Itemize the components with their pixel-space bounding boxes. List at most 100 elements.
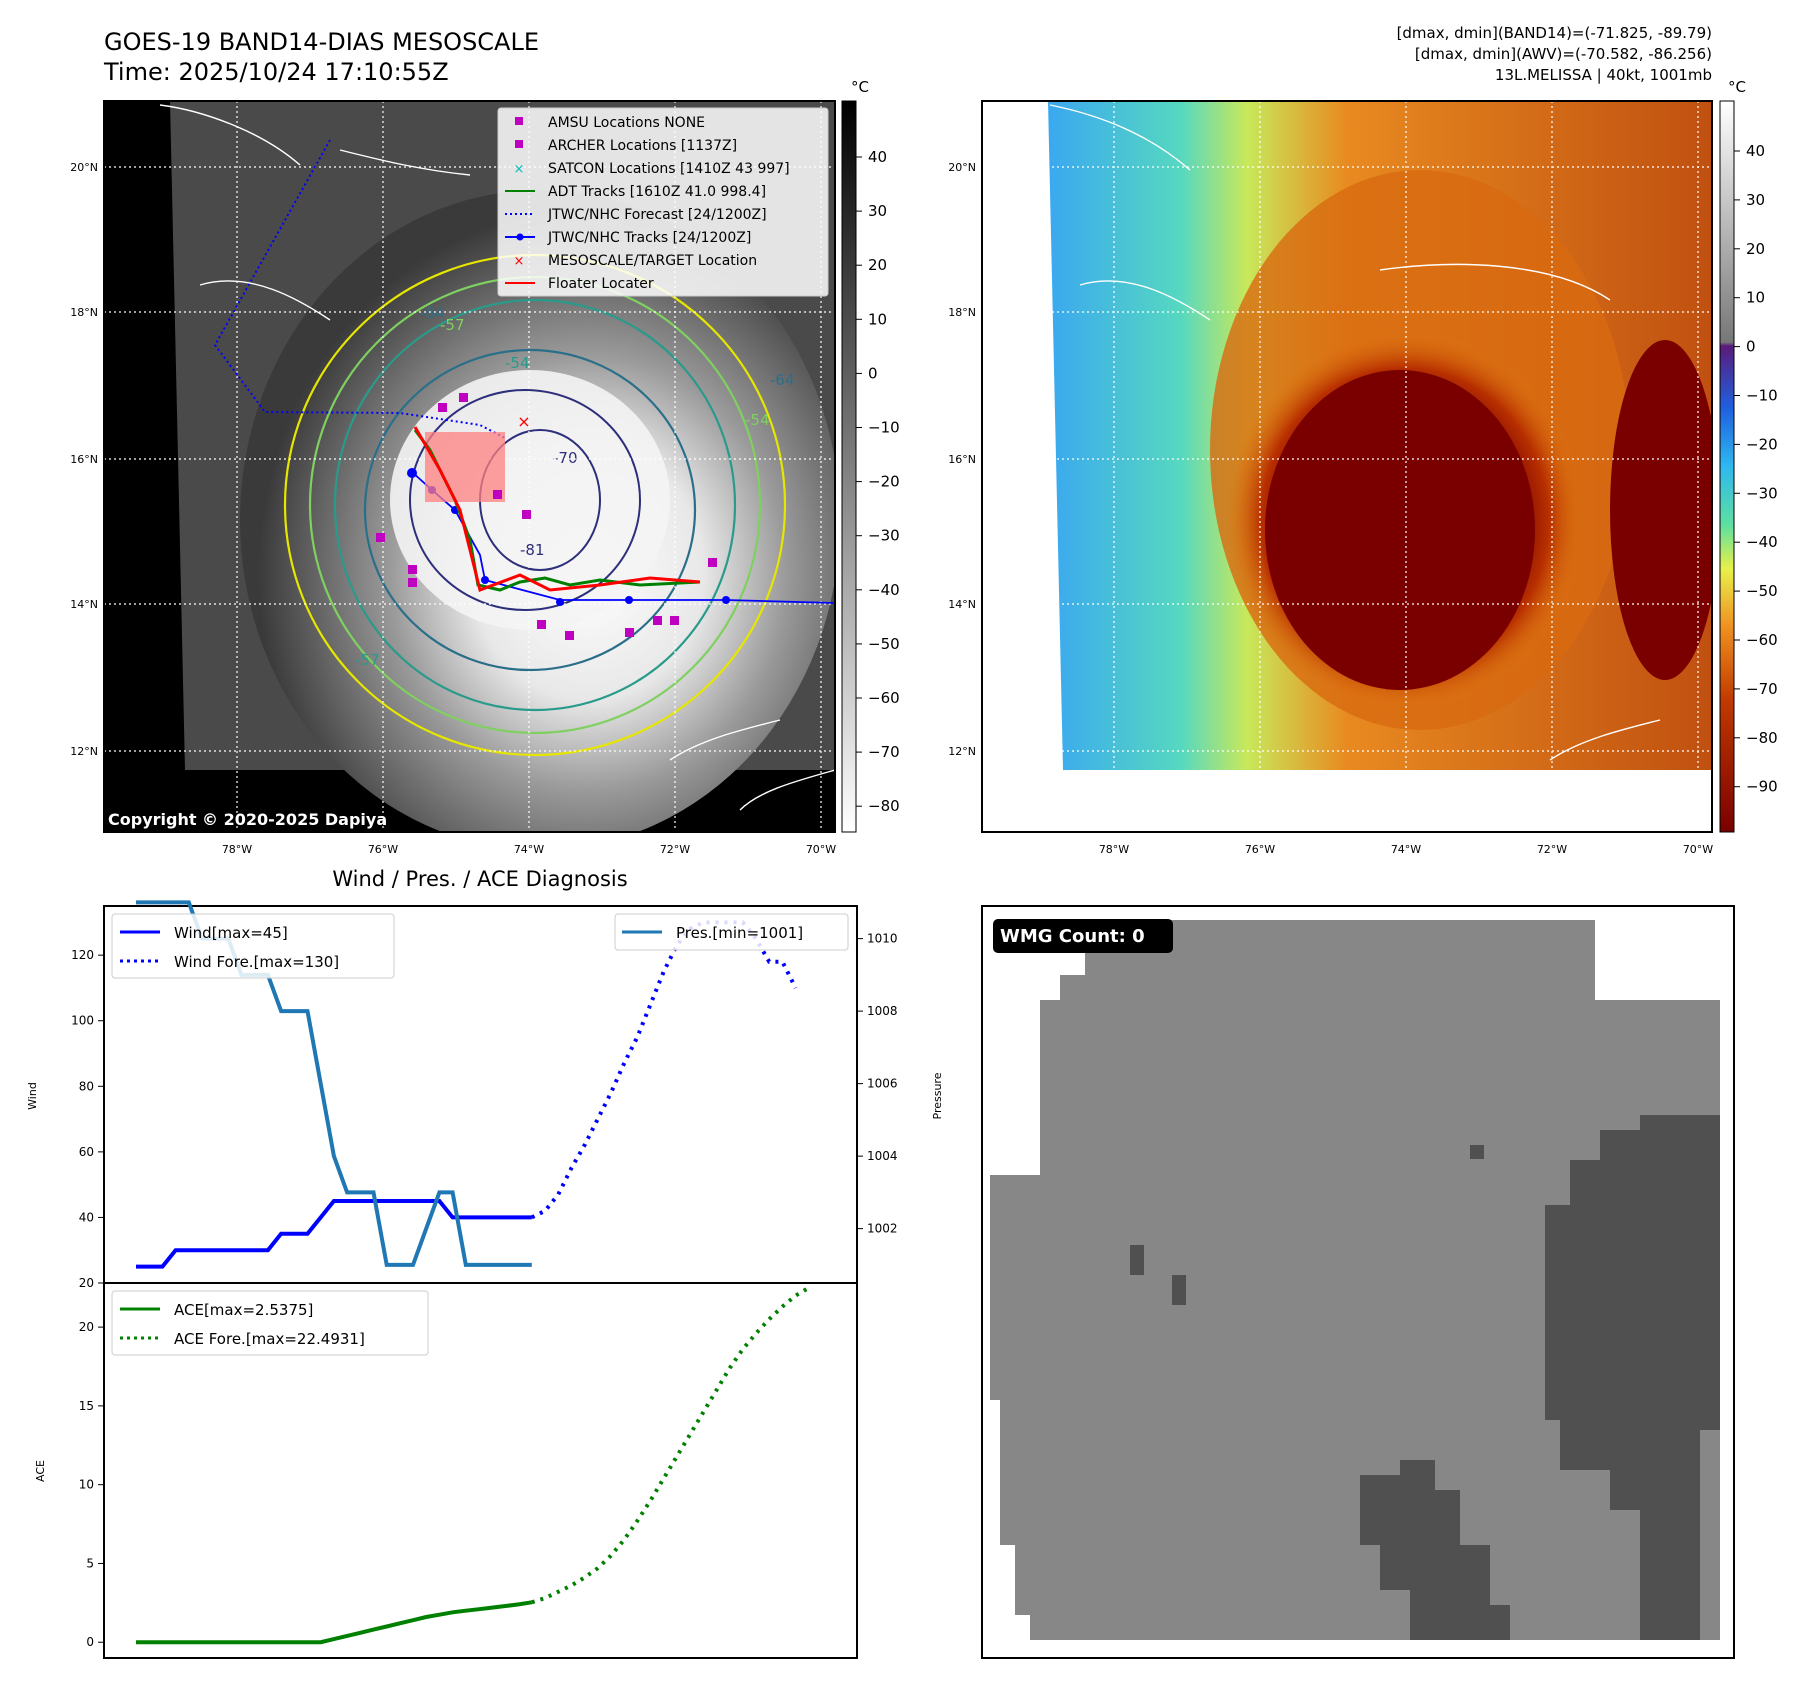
lat-label: 16°N [948,453,976,466]
coastline [159,104,835,811]
legend-pres: Pres.[min=1001] [676,924,803,942]
wind-axis-ticks: 20 40 60 80 100 120 [71,948,104,1290]
ir-axis-labels: 20°N 18°N 16°N 14°N 12°N 78°W 76°W 74°W … [70,161,836,856]
axis-tick-label: 1010 [867,932,898,946]
wmg-region-gray [990,920,1720,1640]
legend-tracks-dot [516,233,524,241]
wmg-badge-bg [993,919,1173,953]
wind-axis-label: Wind [26,1082,39,1110]
wmg-region-dark-south [1360,1460,1510,1640]
colorbar-tick-label: −90 [1746,778,1778,796]
colorbar-tick-label: 40 [868,148,887,166]
colorbar-tick-label: −50 [1746,582,1778,600]
pressure-legend [614,913,849,951]
legend-wind: Wind[max=45] [174,924,288,942]
axis-tick-label: 1006 [867,1077,898,1091]
axis-tick-label: 60 [79,1145,94,1159]
contour-teal [333,298,737,712]
figure-title: GOES-19 BAND14-DIAS MESOSCALE [104,28,539,56]
storm-info: 13L.MELISSA | 40kt, 1001mb [1495,66,1712,84]
axis-tick-label: 10 [79,1478,94,1492]
lat-label: 20°N [70,161,98,174]
lon-label: 70°W [1683,843,1713,856]
lon-label: 76°W [1245,843,1275,856]
contour-label: -64 [770,371,795,389]
axis-tick-label: 1008 [867,1004,898,1018]
lon-label: 72°W [1537,843,1567,856]
colorbar-tick-label: −70 [1746,680,1778,698]
awv-map [982,101,1712,832]
contour-blue [363,348,697,672]
colorbar-tick-label: 0 [868,364,878,382]
awv-colorbar-unit: °C [1728,78,1746,96]
lon-label: 74°W [1391,843,1421,856]
colorbar-tick-label: −40 [868,581,900,599]
legend-tracks: JTWC/NHC Tracks [24/1200Z] [547,230,751,246]
lon-label: 76°W [368,843,398,856]
legend-target: MESOSCALE/TARGET Location [548,253,757,269]
wmg-region-dark-east [1545,1115,1720,1640]
contour-label: -54 [745,411,770,429]
legend-ace: ACE[max=2.5375] [174,1301,313,1319]
colorbar-tick-label: −20 [868,473,900,491]
awv-colorbar [1719,100,1735,833]
colorbar-tick-label: 20 [1746,240,1765,258]
colorbar-tick-label: 30 [868,202,887,220]
lon-label: 78°W [222,843,252,856]
wind-series [136,920,798,1269]
lat-label: 12°N [70,745,98,758]
contour-label: -57 [440,316,465,334]
axis-tick-label: 5 [86,1556,94,1570]
contour-label: -81 [520,541,545,559]
pressure-axis-ticks: 1002 1004 1006 1008 1010 [857,932,898,1236]
colorbar-tick-label: 0 [1746,338,1756,356]
colorbar-tick-label: −60 [1746,631,1778,649]
contour-label: -54 [505,354,530,372]
colorbar-tick-label: −80 [1746,729,1778,747]
colorbar-tick-label: 40 [1746,142,1765,160]
wmg-cell [1172,1275,1186,1305]
legend-adt: ADT Tracks [1610Z 41.0 998.4] [548,184,766,200]
target-marker: × [517,412,530,431]
axis-tick-label: 100 [71,1014,94,1028]
lon-label: 70°W [806,843,836,856]
axis-tick-label: 120 [71,948,94,962]
contour-navy [409,389,641,611]
axis-tick-label: 1002 [867,1222,898,1236]
lat-label: 16°N [70,453,98,466]
axis-tick-label: 40 [79,1210,94,1224]
legend-forecast: JTWC/NHC Forecast [24/1200Z] [547,207,767,223]
awv-storm-core [1265,370,1535,690]
lon-label: 72°W [660,843,690,856]
lon-label: 78°W [1099,843,1129,856]
lat-label: 18°N [70,306,98,319]
figure-time: Time: 2025/10/24 17:10:55Z [103,58,449,86]
axis-tick-label: 20 [79,1320,94,1334]
series-line-1 [530,920,798,1220]
ace-axis-label: ACE [34,1460,47,1482]
legend-floater: Floater Locater [548,276,654,292]
colorbar-tick-label: 10 [868,310,887,328]
colorbar-tick-label: −40 [1746,533,1778,551]
colorbar-tick-label: 10 [1746,289,1765,307]
wmg-cell [1130,1245,1144,1275]
colorbar-tick-label: −30 [868,527,900,545]
wmg-cell [1470,1145,1484,1159]
colorbar-tick-label: −50 [868,635,900,653]
awv-gridlines [982,101,1712,832]
axis-tick-label: 80 [79,1079,94,1093]
ace-axis-ticks: 0 5 10 15 20 [79,1320,104,1649]
lat-label: 18°N [948,306,976,319]
band14-range: [dmax, dmin](BAND14)=(-71.825, -89.79) [1397,24,1712,42]
ir-legend [497,107,829,297]
legend-satcon-marker: × [514,162,525,177]
awv-map-frame [981,100,1713,833]
contour-label: -70 [553,449,578,467]
colorbar-tick-label: −30 [1746,484,1778,502]
colorbar-tick-label: −10 [868,419,900,437]
colorbar-tick-label: −60 [868,689,900,707]
contour-label: -64 [420,304,445,322]
lat-label: 14°N [70,598,98,611]
pressure-axis-label: Pressure [931,1072,944,1119]
wmg-frame [981,905,1735,1659]
